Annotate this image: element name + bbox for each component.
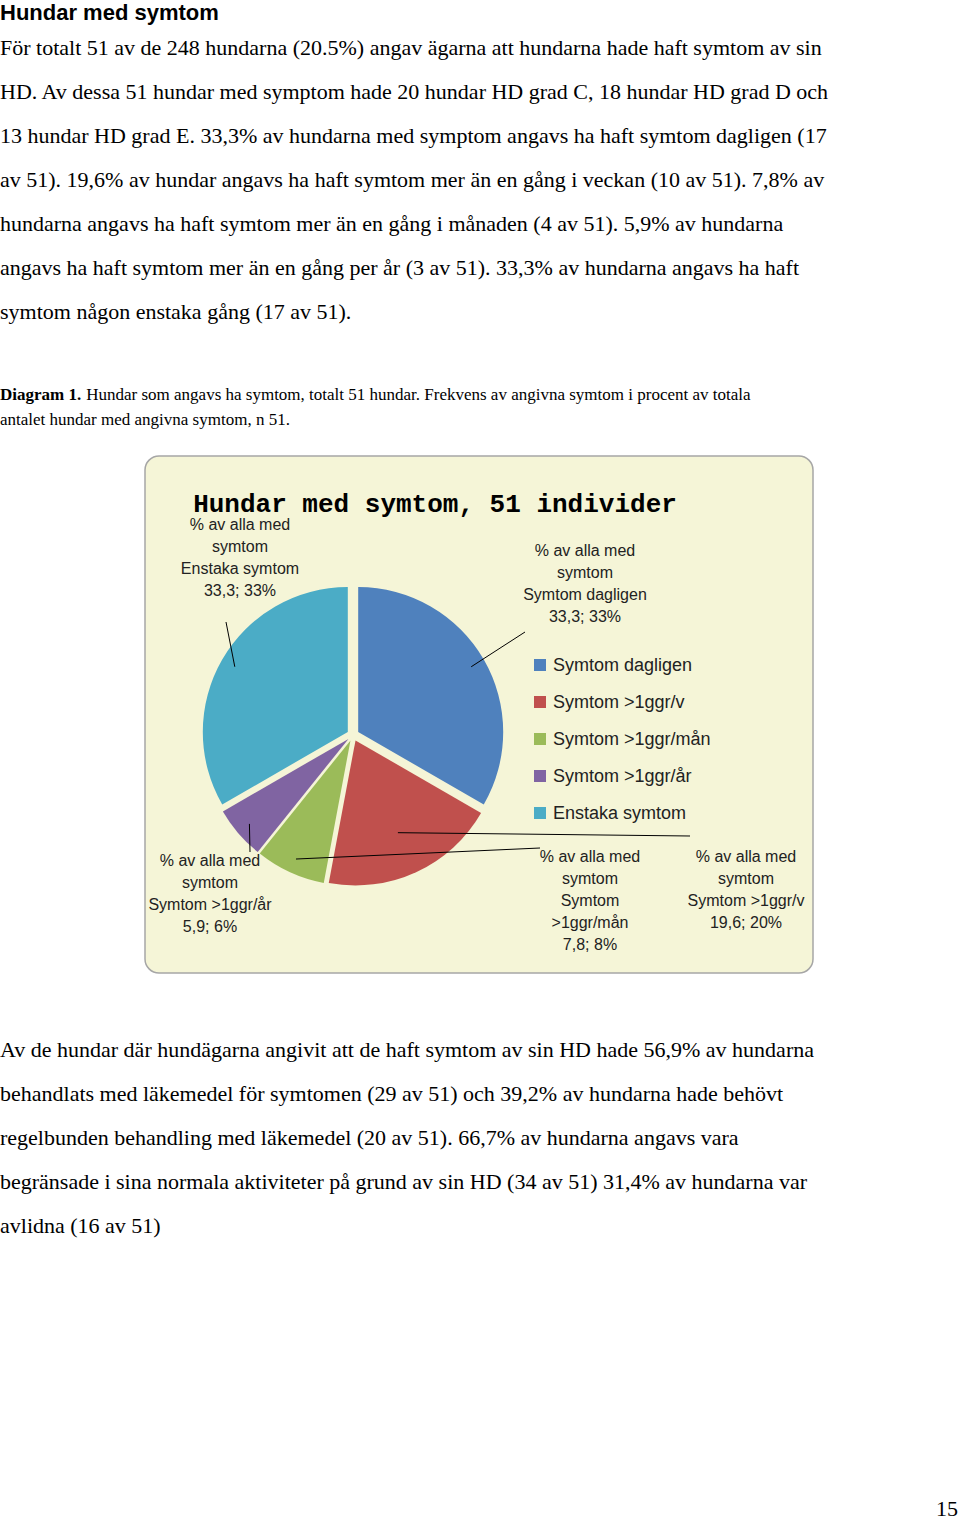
heading: Hundar med symtom [0,0,219,25]
data-label-line: Symtom >1ggr/år [148,896,272,913]
leader-line [226,622,235,667]
paragraph-line: 13 hundar HD grad E. 33,3% av hundarna m… [0,123,827,148]
legend-label: Symtom dagligen [553,655,692,675]
data-label: % av alla med symtom Enstaka symtom 33,3; 3… [181,516,299,599]
paragraph-line: avlidna (16 av 51) [0,1213,161,1238]
caption-label: Diagram 1. [0,385,81,404]
data-label: % av alla med symtom Symtom dagligen 33,3; … [523,542,647,625]
legend-swatch [534,770,546,782]
data-labels: % av alla med symtom Symtom dagligen 33,3; … [148,516,804,953]
leader-line [249,824,251,852]
data-label-line: symtom [182,874,238,891]
pie [203,587,503,885]
legend-label: Enstaka symtom [553,803,686,823]
caption-text: Hundar som angavs ha symtom, totalt 51 h… [86,385,751,404]
data-label: % av alla med symtom Symtom >1ggr/år 5,9; 6… [148,852,272,935]
caption: Diagram 1. Hundar som angavs ha symtom, t… [0,385,751,429]
data-label-line: % av alla med [535,542,636,559]
data-label-line: % av alla med [160,852,261,869]
data-label-line: Symtom [561,892,620,909]
data-label-line: symtom [562,870,618,887]
data-label-line: 19,6; 20% [710,914,782,931]
data-label-line: 5,9; 6% [183,918,237,935]
legend-label: Symtom >1ggr/v [553,692,685,712]
legend-swatch [534,659,546,671]
chart-area [145,456,813,973]
legend: Symtom dagligen Symtom >1ggr/v Symtom >1gg… [534,655,711,823]
paragraph: För totalt 51 av de 248 hundarna (20.5%)… [0,35,828,324]
data-label-line: % av alla med [540,848,641,865]
data-label-line: symtom [718,870,774,887]
chart: Hundar med symtom, 51 individer% av alla… [145,456,813,973]
data-label-line: symtom [557,564,613,581]
leader-line [296,848,540,859]
paragraph-line: För totalt 51 av de 248 hundarna (20.5%)… [0,35,822,60]
paragraph-line: angavs ha haft symtom mer än en gång per… [0,255,799,280]
data-label-line: 7,8; 8% [563,936,617,953]
pie-slice [203,587,348,805]
paragraph-line: av 51). 19,6% av hundar angavs ha haft s… [0,167,824,192]
legend-swatch [534,807,546,819]
paragraph-line: HD. Av dessa 51 hundar med symptom hade … [0,79,828,104]
paragraph-line: symtom någon enstaka gång (17 av 51). [0,299,351,324]
data-label-line: 33,3; 33% [549,608,621,625]
paragraph-line: Av de hundar där hundägarna angivit att … [0,1037,814,1062]
page: Hundar med symtom För totalt 51 av de 248… [0,0,960,1521]
data-label-line: Symtom dagligen [523,586,647,603]
paragraph-line: behandlats med läkemedel för symtomen (2… [0,1081,783,1106]
pie-slice [329,740,481,885]
paragraph: Av de hundar där hundägarna angivit att … [0,1037,814,1238]
legend-label: Symtom >1ggr/mån [553,729,711,749]
data-label-line: % av alla med [696,848,797,865]
legend-swatch [534,696,546,708]
legend-swatch [534,733,546,745]
paragraph-line: regelbunden behandling med läkemedel (20… [0,1125,739,1150]
data-label-line: Symtom >1ggr/v [688,892,805,909]
page-number: 15 [936,1496,958,1521]
data-label: % av alla med symtom Symtom >1ggr/v 19,6; 2… [688,848,805,931]
caption-line: Diagram 1. Hundar som angavs ha symtom, t… [0,385,751,404]
paragraph-line: hundarna angavs ha haft symtom mer än en… [0,211,783,236]
data-label-line: symtom [212,538,268,555]
data-label-line: % av alla med [190,516,291,533]
legend-label: Symtom >1ggr/år [553,766,692,786]
leader-line [398,833,690,836]
data-label-line: >1ggr/mån [552,914,629,931]
data-label-line: 33,3; 33% [204,582,276,599]
leader-line [471,632,525,667]
paragraph-line: begränsade i sina normala aktiviteter på… [0,1169,808,1194]
data-label: % av alla med symtom Symtom >1ggr/mån 7,8; 8… [540,848,641,953]
caption-line: antalet hundar med angivna symtom, n 51. [0,410,290,429]
data-label-line: Enstaka symtom [181,560,299,577]
